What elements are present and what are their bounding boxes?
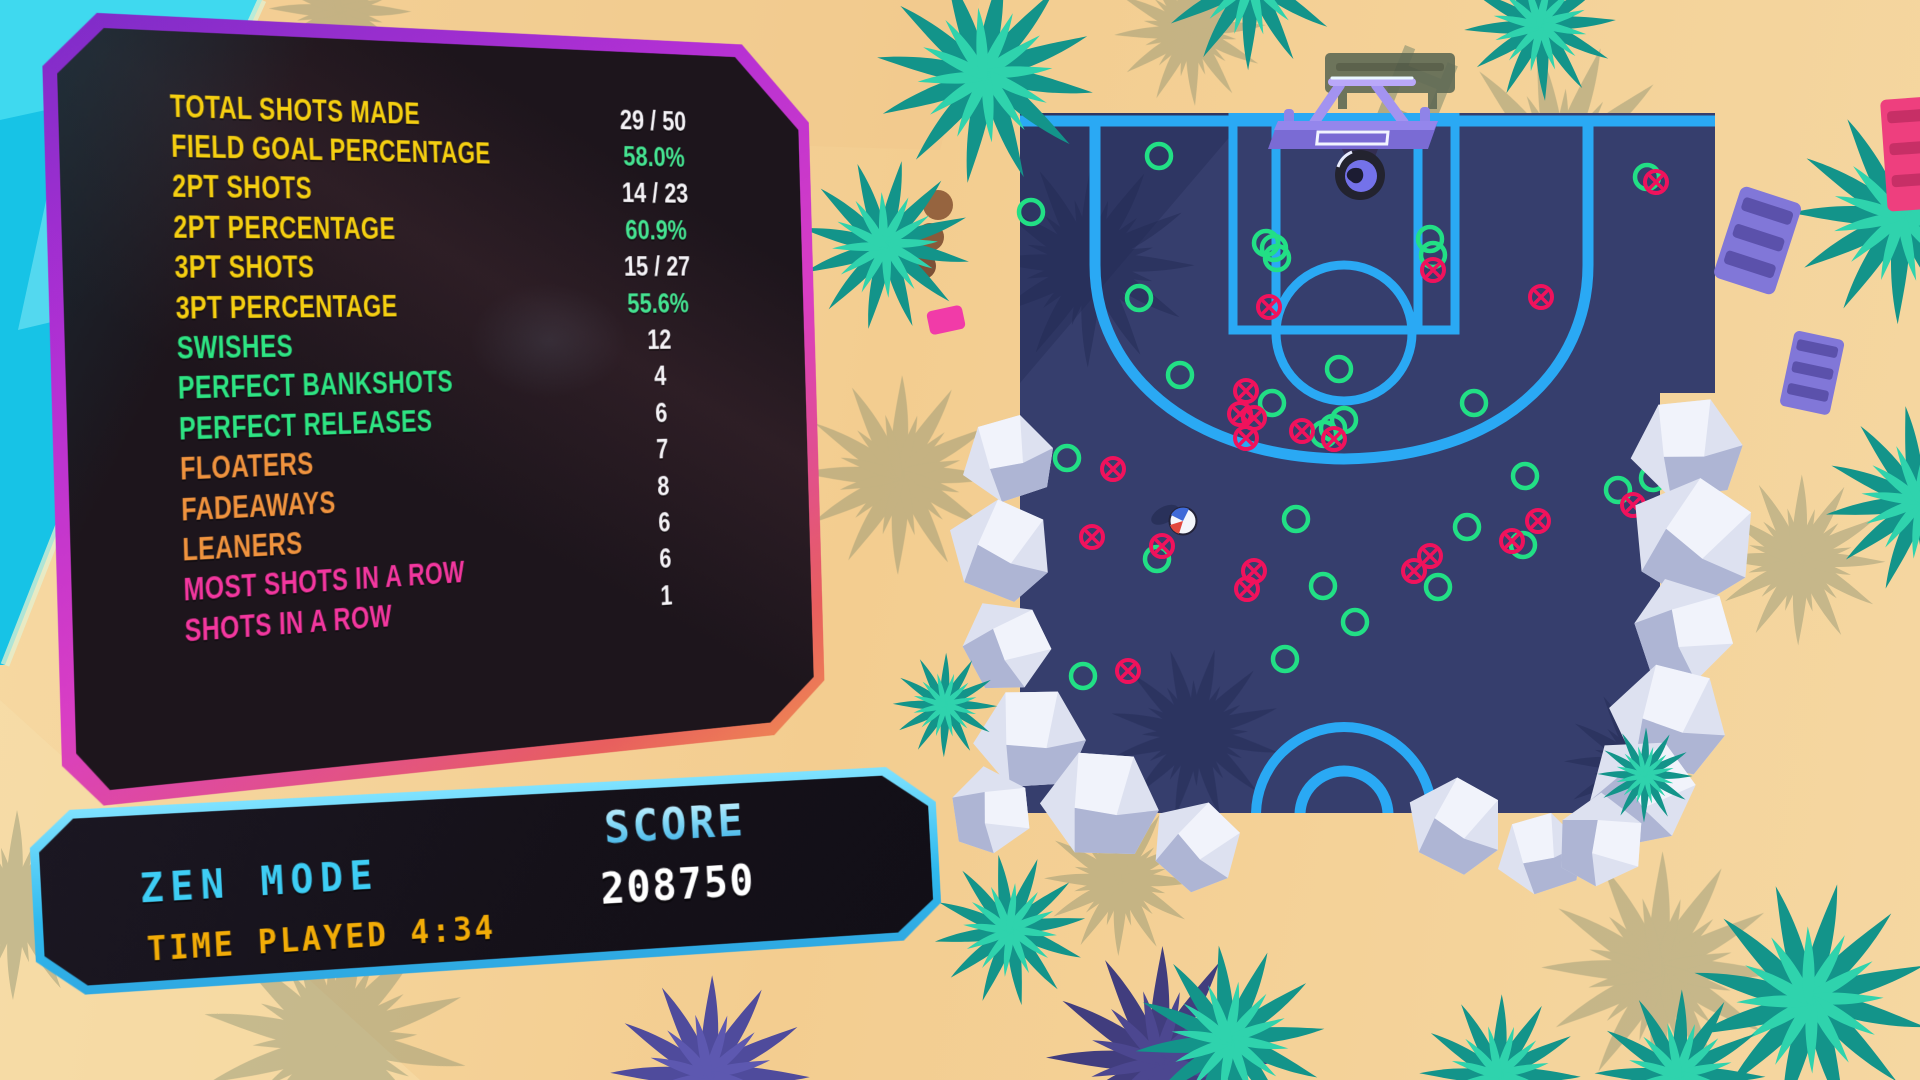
stat-value: 8: [656, 470, 670, 502]
made-shot-marker: [1142, 544, 1172, 574]
stat-label: TOTAL SHOTS MADE: [169, 86, 421, 131]
made-shot-marker: [1603, 475, 1633, 505]
made-shot-marker: [1281, 504, 1311, 534]
stat-value: 58.0%: [622, 140, 686, 174]
stat-label: FLOATERS: [179, 445, 314, 488]
made-shot-marker: [1415, 224, 1445, 254]
stat-value: 12: [646, 324, 672, 356]
stat-value: 14 / 23: [621, 177, 689, 210]
missed-shot-marker: [1233, 425, 1259, 451]
made-shot-marker: [1165, 360, 1195, 390]
stat-value: 7: [655, 433, 669, 465]
stat-label: 2PT SHOTS: [171, 167, 313, 207]
stat-label: 3PT PERCENTAGE: [175, 287, 398, 326]
made-shot-marker: [1270, 644, 1300, 674]
towel: [926, 305, 966, 335]
stat-value: 4: [653, 360, 667, 392]
game-mode-label: ZEN MODE: [138, 853, 381, 913]
made-shot-marker: [1068, 661, 1098, 691]
missed-shot-marker: [1256, 294, 1282, 320]
made-shot-marker: [1052, 443, 1082, 473]
missed-shot-marker: [1149, 533, 1175, 559]
made-shot-marker: [1308, 571, 1338, 601]
missed-shot-marker: [1499, 528, 1525, 554]
score-label: SCORE: [569, 793, 779, 857]
missed-shot-marker: [1417, 543, 1443, 569]
made-shot-marker: [1262, 243, 1292, 273]
stat-label: 2PT PERCENTAGE: [172, 207, 396, 246]
stat-value: 15 / 27: [623, 251, 691, 283]
stat-row: 3PT SHOTS 15 / 27: [174, 247, 774, 287]
missed-shot-marker: [1525, 508, 1551, 534]
missed-shot-marker: [1321, 426, 1347, 452]
stat-value: 55.6%: [626, 287, 690, 319]
made-shot-marker: [1510, 461, 1540, 491]
made-shot-marker: [1257, 388, 1287, 418]
made-shot-marker: [1423, 572, 1453, 602]
basketball: [1151, 504, 1198, 536]
missed-shot-marker: [1528, 284, 1554, 310]
made-shot-marker: [1124, 283, 1154, 313]
stat-label: SWISHES: [176, 327, 294, 367]
score-value: 208750: [599, 856, 757, 915]
stat-value: 6: [657, 506, 671, 539]
missed-shot-marker: [1643, 169, 1669, 195]
stat-label: FADEAWAYS: [180, 483, 337, 528]
court: [1016, 53, 1715, 813]
missed-shot-marker: [1420, 257, 1446, 283]
stat-value: 6: [654, 397, 668, 429]
hoop: [1268, 76, 1438, 200]
deck-chair: [1880, 96, 1920, 212]
stat-label: FIELD GOAL PERCENTAGE: [170, 127, 491, 171]
made-shot-marker: [1324, 354, 1354, 384]
made-shot-marker: [1340, 607, 1370, 637]
missed-shot-marker: [1100, 456, 1126, 482]
shot-chart-markers: [1016, 141, 1669, 691]
stat-label: 3PT SHOTS: [173, 248, 315, 286]
stats-panel-background: TOTAL SHOTS MADE 29 / 50 FIELD GOAL PERCEN…: [56, 26, 815, 794]
made-shot-marker: [1459, 388, 1489, 418]
stat-label: PERFECT BANKSHOTS: [177, 363, 454, 407]
made-shot-marker: [1144, 141, 1174, 171]
missed-shot-marker: [1233, 378, 1259, 404]
missed-shot-marker: [1289, 418, 1315, 444]
made-shot-marker: [1418, 240, 1448, 270]
made-shot-marker: [1508, 530, 1538, 560]
stat-label: LEANERS: [181, 524, 303, 568]
stat-value: 29 / 50: [619, 103, 687, 137]
missed-shot-marker: [1079, 524, 1105, 550]
time-played-label: TIME PLAYED 4:34: [145, 908, 497, 969]
stat-value: 1: [659, 579, 673, 612]
missed-shot-marker: [1401, 558, 1427, 584]
made-shot-marker: [1016, 197, 1046, 227]
stats-list: TOTAL SHOTS MADE 29 / 50 FIELD GOAL PERCEN…: [169, 86, 783, 651]
palm-trees: [775, 0, 1920, 1080]
stat-row: 2PT PERCENTAGE 60.9%: [173, 207, 773, 249]
made-shot-marker: [1452, 512, 1482, 542]
stat-value: 60.9%: [624, 214, 688, 246]
benches: [1712, 185, 1846, 416]
missed-shot-marker: [1115, 658, 1141, 684]
stats-panel: TOTAL SHOTS MADE 29 / 50 FIELD GOAL PERCEN…: [41, 10, 826, 810]
missed-shot-marker: [1234, 576, 1260, 602]
